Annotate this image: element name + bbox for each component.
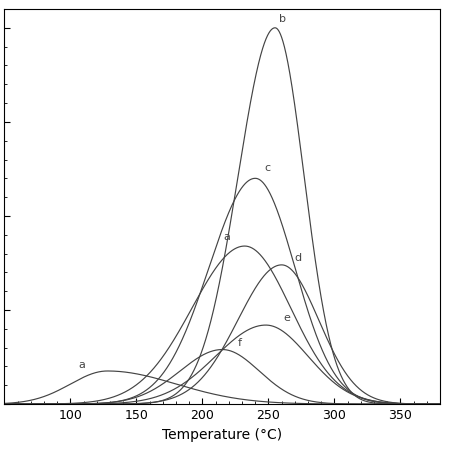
Text: c: c [264,163,271,173]
Text: f: f [238,338,242,348]
Text: e: e [283,313,290,323]
Text: a: a [79,360,85,370]
Text: d: d [295,253,302,263]
Text: b: b [279,14,286,24]
Text: a: a [224,232,230,242]
X-axis label: Temperature (°C): Temperature (°C) [162,427,282,441]
